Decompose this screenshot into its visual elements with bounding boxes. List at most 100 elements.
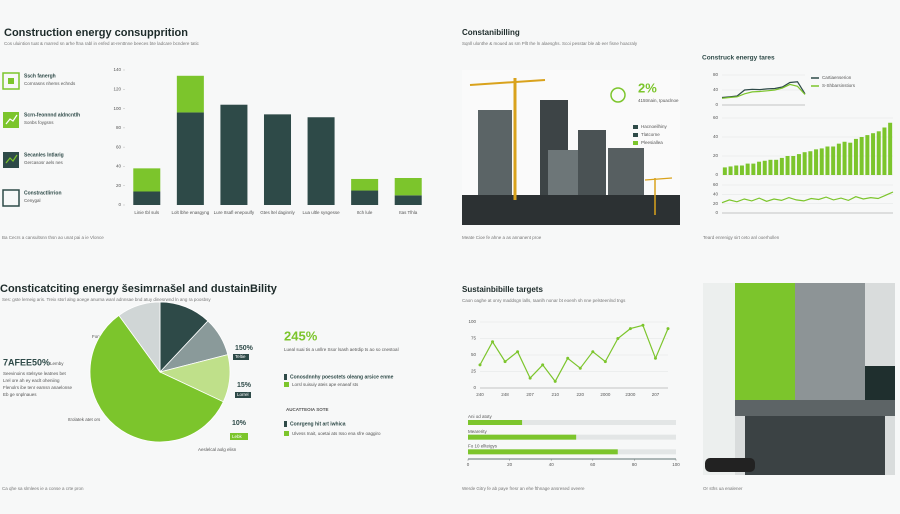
side-stat: 150% [235,345,254,352]
x-tick-label: 100 [672,462,680,467]
note: Flenolrs ibe tenr eamsn anaelonse [3,385,73,390]
y-tick-label: 120 [113,86,121,91]
legend-label: Pleesiallea [641,140,663,145]
item-text: Sonbs foygsns [24,120,54,125]
bar [836,143,841,175]
bar [734,165,739,175]
bar [263,114,292,205]
x-tick-label: 80 [632,462,638,467]
list-title: Conosdnnhy poesotets oleang arsice enme [290,374,394,380]
caption: Werde Gitry fe ab paye fresr an ehe fthn… [462,486,585,491]
bar [176,75,204,113]
lobby [745,416,885,475]
point [666,327,670,331]
item-text: Cornrasns nhems echnds [24,81,76,86]
bar [394,178,422,196]
legend-swatch [633,125,638,129]
y-tick-label: 20 [713,153,719,158]
y-tick-label: 0 [715,172,718,177]
item-title: Scrn-feonnnd aldncntlh [24,112,80,118]
highlight-text: Lueal suai tis a unllre Ssor lsash aetrd… [284,347,399,352]
side-text: Lorrel [237,392,249,397]
item-title: Constractlirrion [24,190,62,196]
green-panel [735,283,795,415]
bar [220,104,248,205]
point [578,366,582,370]
caption: Ca qhe sa slmlees ie a conse a crte pron [2,486,84,491]
section-subtitle: Sqnll ulonthe & moued as sm Pllt Ihe ln … [462,41,638,46]
bar [394,195,422,205]
line [479,324,669,383]
point [541,363,545,367]
section-subtitle: Cos uluintion tuat & marred sn arhe ftna… [4,41,200,46]
item-text: Gercasosr aels nes [24,160,64,165]
sky [703,283,735,475]
bar [802,152,807,175]
bar [814,149,819,175]
bar [468,420,523,425]
legend-label: Tlatcorne [641,132,660,137]
bar [133,168,161,192]
section-title: Constanibilling [462,28,520,37]
x-tick-label: 210 [551,392,559,397]
bar-label: Ani od atoty [468,414,493,419]
y-tick-label: 0 [118,202,121,207]
tower [795,283,865,423]
x-tick-label: 220 [577,392,585,397]
point [641,323,645,327]
y-tick-label: 60 [713,182,719,187]
bullet [284,431,289,436]
line [721,191,894,204]
x-tick-label: Lua ultle sysgesse [303,210,341,215]
y-tick-label: 0 [473,385,476,390]
x-tick-label: 207 [652,392,660,397]
x-tick-label: Gtes ltel daginnly [260,210,295,215]
y-tick-label: 100 [113,106,121,111]
bar [133,191,161,205]
section-title: Sustainbibille targets [462,285,543,294]
badge [233,354,249,360]
icon [2,72,20,90]
x-tick-label: Lure Itsafl enepoulfy [214,210,255,215]
bar [351,190,379,205]
bar [745,163,750,175]
canopy [735,400,895,416]
slice-label: Aeslelcal aolg elisn [198,447,237,452]
x-tick-label: 2300 [625,392,636,397]
point [603,360,607,364]
y-tick-label: 20 [713,201,719,206]
bar [796,154,801,175]
bar [831,146,836,175]
point [528,376,532,380]
list-text: Lorsl suisuiy ateis ape enaeaf sts [292,382,359,387]
note: Seevinoins stelsyse leatnes bet [3,371,67,376]
bar [791,156,796,175]
point [616,337,620,340]
x-tick-label: Lolt lbhe enasgyng [171,210,209,215]
bar [762,160,767,175]
y-tick-label: 50 [471,352,477,357]
icon [8,78,14,84]
x-tick-label: 248 [501,392,509,397]
bar-track [468,420,676,425]
bar [859,137,864,175]
list-text: Ulvess Inait, uoetai ats Isso ena sfre o… [292,431,381,436]
section-subtitle: Ses: gste lerneig aris. Treix stsrl alng… [2,297,211,302]
bullet [284,421,287,427]
stat: 7AFEE50% [3,357,50,367]
bullet [284,374,287,380]
bar [876,131,881,175]
bar [739,165,744,175]
section-subtitle: Caon oaghe at onry maddsgn lalls, Iaanlh… [462,298,626,303]
bar [871,133,876,175]
x-tick-label: 207 [526,392,534,397]
pie-slice [89,314,224,443]
y-tick-label: 60 [116,144,122,149]
section-title: Construction energy consupprition [4,27,188,39]
y-tick-label: 40 [713,87,719,92]
subhead: AUCATTEOIA SOTE [286,407,329,412]
legend-label: Hacnoeilhiny [641,124,668,129]
list-title: Conrgeng hit art iwhica [290,421,346,427]
bar [728,166,733,175]
